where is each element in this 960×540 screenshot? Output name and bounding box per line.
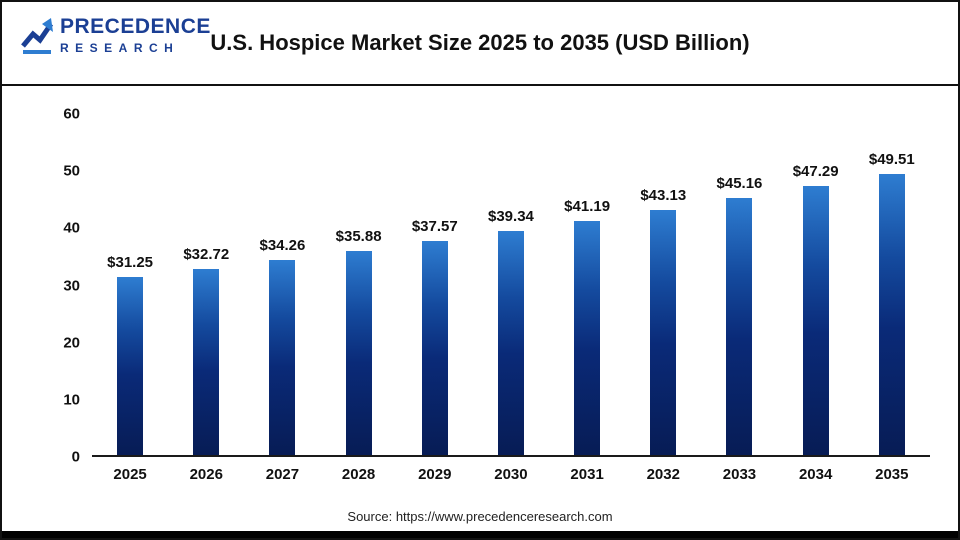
bar-value-label: $45.16: [716, 175, 763, 193]
bar-value-label: $41.19: [564, 197, 611, 215]
bar-group: $31.25: [92, 114, 168, 455]
logo-chart-icon: [21, 18, 54, 54]
x-tick-label: 2033: [722, 466, 757, 483]
bar-value-label: $35.88: [335, 228, 382, 246]
bar-value-label: $39.34: [488, 208, 534, 226]
x-tick-label: 2031: [570, 466, 604, 483]
bar: [421, 241, 448, 455]
x-tick-label: 2026: [189, 466, 223, 483]
bar: [726, 198, 753, 455]
bar-value-label: $37.57: [411, 218, 458, 236]
page-title: U.S. Hospice Market Size 2025 to 2035 (U…: [210, 30, 750, 55]
x-tick-label: 2027: [265, 466, 300, 483]
bar-group: $35.88: [321, 114, 397, 455]
x-tick-label: 2029: [418, 466, 452, 483]
x-axis: 2025 2026 2027 2028 2029 2030 2031 2032 2033 2034…: [92, 466, 930, 483]
bar-value-label: $32.72: [183, 246, 230, 264]
plot-area: $31.25 $32.72 $34.26 $35.88 $37.57 $39.34 $41.…: [92, 114, 930, 457]
bottom-black-strip: [2, 531, 958, 538]
bar-group: $37.57: [397, 114, 473, 455]
y-tick-label: 60: [63, 105, 80, 123]
bar-group: $34.26: [244, 114, 320, 455]
bar: [802, 186, 829, 455]
bar-group: $39.34: [473, 114, 549, 455]
y-tick-label: 30: [63, 277, 80, 294]
bar: [650, 209, 677, 455]
y-axis: 0 10 20 30 40 50 60: [2, 106, 80, 466]
y-tick-label: 0: [71, 448, 80, 466]
x-tick-label: 2025: [113, 466, 147, 483]
bar: [878, 173, 905, 455]
x-tick-label: 2035: [875, 466, 909, 483]
logo-name-bottom: RESEARCH: [60, 41, 180, 55]
y-tick-label: 40: [63, 219, 80, 237]
bar: [269, 260, 296, 455]
bar-group: $32.72: [168, 114, 244, 455]
bar-value-label: $34.26: [259, 237, 306, 255]
bar: [345, 251, 372, 455]
logo-text: PRECEDENCE RESEARCH: [60, 16, 211, 54]
y-tick-label: 10: [63, 391, 80, 409]
source-text: Source: https://www.precedenceresearch.c…: [347, 509, 613, 524]
x-tick-label: 2028: [341, 466, 376, 483]
bar-group: $49.51: [854, 114, 930, 455]
logo-name-top: PRECEDENCE: [60, 15, 211, 38]
bar-value-label: $43.13: [640, 186, 687, 204]
bar-value-label: $47.29: [792, 163, 839, 181]
x-tick-label: 2034: [798, 466, 833, 483]
y-tick-label: 50: [63, 162, 80, 180]
bar-group: $43.13: [625, 114, 701, 455]
bar-group: $41.19: [549, 114, 625, 455]
bar: [117, 277, 144, 455]
bar: [497, 231, 524, 455]
bar-group: $47.29: [778, 114, 854, 455]
x-tick-label: 2032: [646, 466, 680, 483]
bar: [574, 220, 601, 455]
header: PRECEDENCE RESEARCH U.S. Hospice Market …: [2, 2, 958, 86]
bar: [193, 269, 220, 455]
bar-group: $45.16: [701, 114, 777, 455]
chart-region: 0 10 20 30 40 50 60 $31.25 $32.72 $34.26 $35.88 $3…: [2, 86, 958, 526]
bar-value-label: $31.25: [107, 254, 154, 272]
x-tick-label: 2030: [494, 466, 528, 483]
bar-value-label: $49.51: [868, 150, 915, 168]
precedence-research-logo: PRECEDENCE RESEARCH: [20, 16, 211, 56]
y-tick-label: 20: [63, 334, 80, 352]
